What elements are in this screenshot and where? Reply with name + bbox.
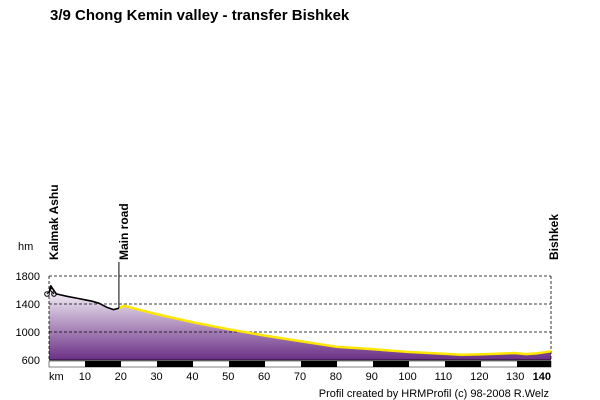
x-tick-label-130: 130 bbox=[506, 371, 524, 383]
road-profile-line bbox=[118, 304, 552, 357]
x-tick-label-140: 140 bbox=[533, 371, 551, 383]
waypoint-label-kalmak-ashu: Kalmak Ashu bbox=[47, 184, 61, 260]
x-tick-label-70: 70 bbox=[294, 371, 306, 383]
x-tick-label-80: 80 bbox=[330, 371, 342, 383]
y-tick-label-600: 600 bbox=[22, 355, 40, 367]
x-tick-label-20: 20 bbox=[115, 371, 127, 383]
offroad-profile-line bbox=[48, 284, 120, 311]
km-ruler bbox=[48, 360, 552, 368]
waypoint-label-main-road: Main road bbox=[117, 203, 131, 260]
grid-layer bbox=[48, 275, 552, 361]
x-tick-label-50: 50 bbox=[222, 371, 234, 383]
profile-credit: Profil created by HRMProfil (c) 98-2008 … bbox=[319, 388, 549, 400]
y-tick-label-1400: 1400 bbox=[16, 299, 40, 311]
y-tick-label-1800: 1800 bbox=[16, 271, 40, 283]
waypoint-label-bishkek: Bishkek bbox=[547, 214, 561, 260]
x-tick-label-90: 90 bbox=[366, 371, 378, 383]
x-tick-label-120: 120 bbox=[470, 371, 488, 383]
profile-area-layer bbox=[49, 285, 551, 360]
y-axis-unit: hm bbox=[18, 241, 33, 253]
profile-area bbox=[49, 285, 551, 360]
x-tick-label-30: 30 bbox=[150, 371, 162, 383]
y-tick-labels: 600 1000 1400 1800 bbox=[16, 271, 40, 367]
x-tick-label-60: 60 bbox=[258, 371, 270, 383]
x-tick-label-10: 10 bbox=[79, 371, 91, 383]
cyclist-icon bbox=[44, 287, 57, 297]
waypoint-layer: Kalmak Ashu Main road Bishkek bbox=[47, 184, 561, 309]
x-tick-labels: 10 20 30 40 50 60 70 80 90 100 110 120 130 140 bbox=[79, 371, 551, 383]
chart-title: 3/9 Chong Kemin valley - transfer Bishke… bbox=[50, 7, 350, 24]
y-tick-label-1000: 1000 bbox=[16, 327, 40, 339]
x-axis-unit: km bbox=[49, 371, 64, 383]
profile-line-layer bbox=[48, 284, 552, 357]
x-tick-label-110: 110 bbox=[435, 371, 453, 383]
x-tick-label-100: 100 bbox=[398, 371, 416, 383]
x-tick-label-40: 40 bbox=[186, 371, 198, 383]
